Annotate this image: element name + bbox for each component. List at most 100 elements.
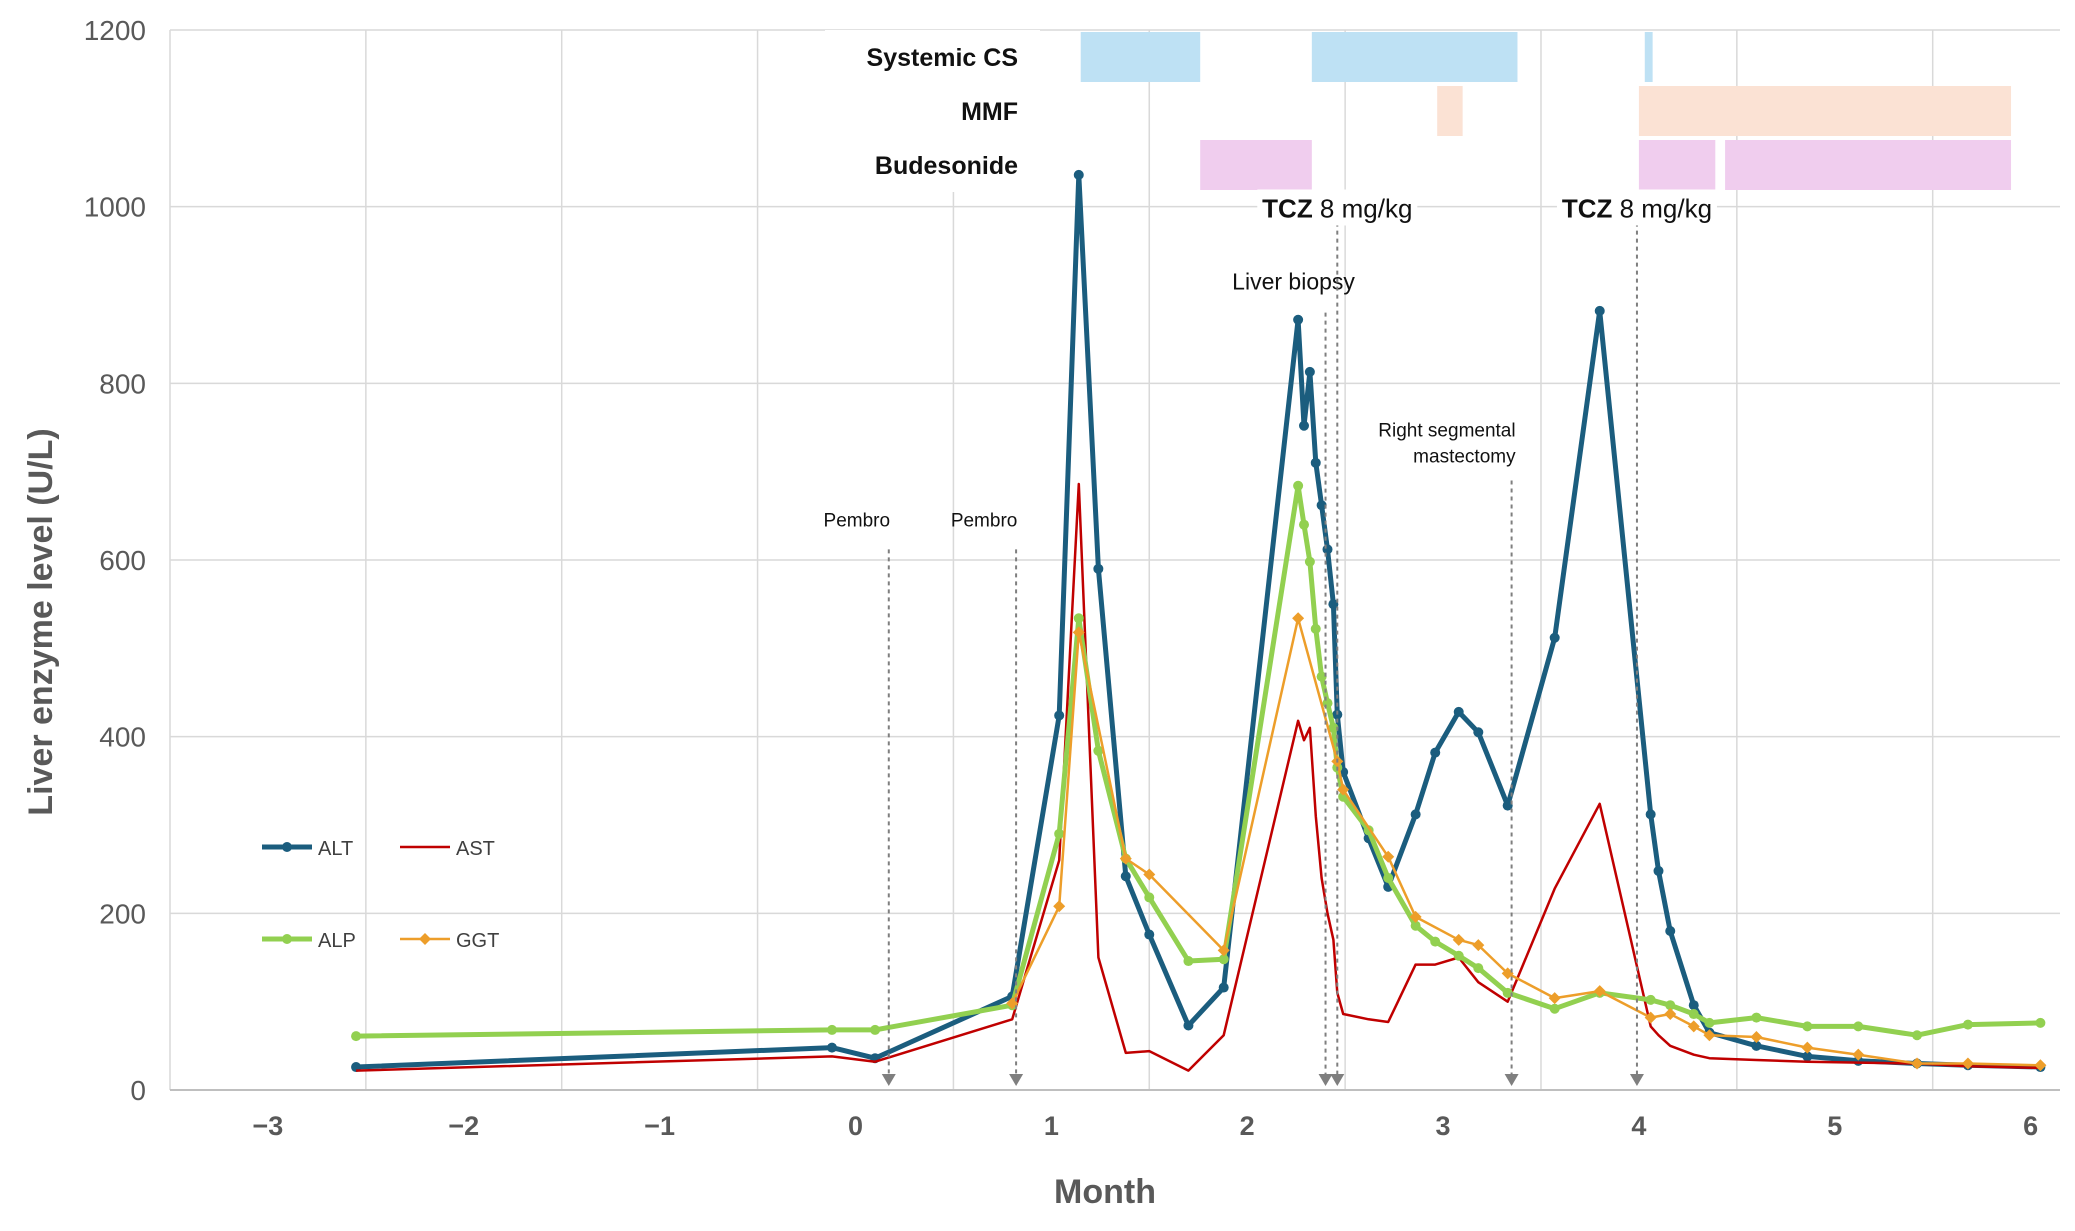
- point-alp: [1751, 1012, 1762, 1023]
- point-ggt: [1664, 1008, 1677, 1021]
- treatment-label-bg: [825, 84, 1040, 138]
- point-ggt: [1452, 933, 1465, 946]
- x-tick-label: 0: [848, 1111, 863, 1141]
- point-alp: [1316, 671, 1327, 682]
- y-tick-label: 800: [99, 368, 146, 399]
- event-label-rest: 8 mg/kg: [1620, 194, 1713, 224]
- legend-label: GGT: [456, 930, 499, 952]
- event-label-bold: TCZ: [1262, 194, 1320, 224]
- point-alt: [1430, 747, 1441, 758]
- treatment-span: [1638, 86, 2012, 136]
- legend-label: ALP: [318, 930, 356, 952]
- x-axis-title: Month: [1054, 1173, 1156, 1211]
- point-alp: [1304, 556, 1315, 567]
- event-label: TCZ 8 mg/kg: [1262, 194, 1412, 224]
- series-line-alp: [356, 483, 2041, 1039]
- axes: 0 200 400 600 800 1000 1200 −3 −2 −1 0 1 2 3 4 5 6: [84, 15, 2060, 1141]
- y-tick-label: 1000: [84, 192, 146, 223]
- event-label: mastectomy: [1413, 446, 1516, 467]
- point-alt: [1054, 710, 1065, 721]
- treatment-label: MMF: [961, 98, 1018, 126]
- point-alp: [1073, 613, 1084, 624]
- data-series: [351, 169, 2047, 1073]
- point-ggt: [1053, 900, 1066, 913]
- point-alp: [1144, 892, 1155, 903]
- event-label-bg: [1556, 189, 1717, 226]
- treatment-span: [1638, 140, 1716, 190]
- point-alt: [826, 1042, 837, 1053]
- point-alp: [1453, 950, 1464, 961]
- point-ggt: [1801, 1041, 1814, 1054]
- x-tick-label: 2: [1240, 1111, 1255, 1141]
- treatment-span: [1311, 32, 1518, 82]
- event-arrow-head: [881, 1074, 896, 1086]
- treatment-label: Systemic CS: [867, 44, 1018, 72]
- point-alp: [1802, 1021, 1813, 1032]
- point-ggt: [1217, 944, 1230, 957]
- event-arrow-head: [1330, 1074, 1345, 1086]
- point-alt: [1802, 1051, 1813, 1062]
- x-tick-label: −2: [448, 1111, 479, 1141]
- point-alp: [1473, 963, 1484, 974]
- point-alp: [1218, 954, 1229, 965]
- x-tick-label: 3: [1436, 1111, 1451, 1141]
- event-label-bg: [1257, 189, 1418, 226]
- point-ggt: [1750, 1031, 1763, 1043]
- point-ggt: [1644, 1011, 1657, 1024]
- point-alp: [1328, 722, 1339, 733]
- point-alp: [1322, 698, 1333, 709]
- x-tick-label: 1: [1044, 1111, 1059, 1141]
- treatment-label: Budesonide: [875, 152, 1018, 180]
- y-tick-label: 400: [99, 722, 146, 753]
- treatment-span: [1080, 32, 1201, 82]
- series-line-ggt: [1011, 617, 2041, 1067]
- event-label: Pembro: [824, 510, 891, 531]
- point-ggt: [1852, 1048, 1865, 1061]
- legend-label: ALT: [318, 838, 353, 860]
- point-ggt: [1703, 1029, 1716, 1042]
- y-tick-label: 600: [99, 545, 146, 576]
- treatment-span: [1725, 140, 2012, 190]
- point-alp: [1665, 1000, 1676, 1011]
- point-ggt: [1292, 612, 1305, 625]
- point-alp: [1853, 1021, 1864, 1032]
- point-ggt: [1687, 1020, 1700, 1033]
- point-alt: [1322, 544, 1333, 555]
- point-ggt: [1382, 850, 1395, 863]
- point-alt: [1299, 420, 1309, 431]
- point-alt: [1316, 500, 1327, 511]
- point-alp: [1549, 1003, 1560, 1014]
- point-ggt: [2034, 1059, 2047, 1072]
- legend-swatch-marker: [282, 934, 292, 944]
- event-label: TCZ 8 mg/kg: [1562, 194, 1712, 224]
- y-tick-label: 200: [99, 898, 146, 929]
- event-arrow-head: [1318, 1074, 1333, 1086]
- x-tick-label: −3: [253, 1111, 284, 1141]
- point-alp: [2035, 1017, 2046, 1028]
- y-axis-title: Liver enzyme level (U/L): [22, 428, 60, 815]
- point-ggt: [1409, 910, 1422, 923]
- treatment-span: [1437, 86, 1463, 136]
- grid-lines: [169, 29, 2060, 1091]
- point-alp: [1645, 994, 1656, 1005]
- y-tick-label: 1200: [84, 15, 146, 46]
- point-alp: [870, 1024, 881, 1035]
- legend: ALT AST ALP GGT: [262, 838, 499, 952]
- point-alp: [826, 1024, 837, 1035]
- point-ggt: [1143, 868, 1156, 881]
- event-label-rest: 8 mg/kg: [1320, 194, 1413, 224]
- legend-swatch-marker: [419, 933, 431, 945]
- point-alt: [1310, 457, 1321, 468]
- point-alt: [1653, 865, 1664, 876]
- series-line-alt: [355, 172, 2041, 1070]
- point-ggt: [1119, 852, 1132, 865]
- event-arrow-head: [1629, 1074, 1644, 1086]
- point-alp: [351, 1031, 362, 1042]
- event-arrow-head: [1009, 1074, 1024, 1086]
- point-alt: [1645, 809, 1656, 820]
- point-alt: [1594, 305, 1605, 316]
- point-alt: [1293, 314, 1304, 325]
- point-alt: [1751, 1040, 1762, 1051]
- point-alp: [1502, 987, 1513, 998]
- point-alp: [1183, 956, 1194, 967]
